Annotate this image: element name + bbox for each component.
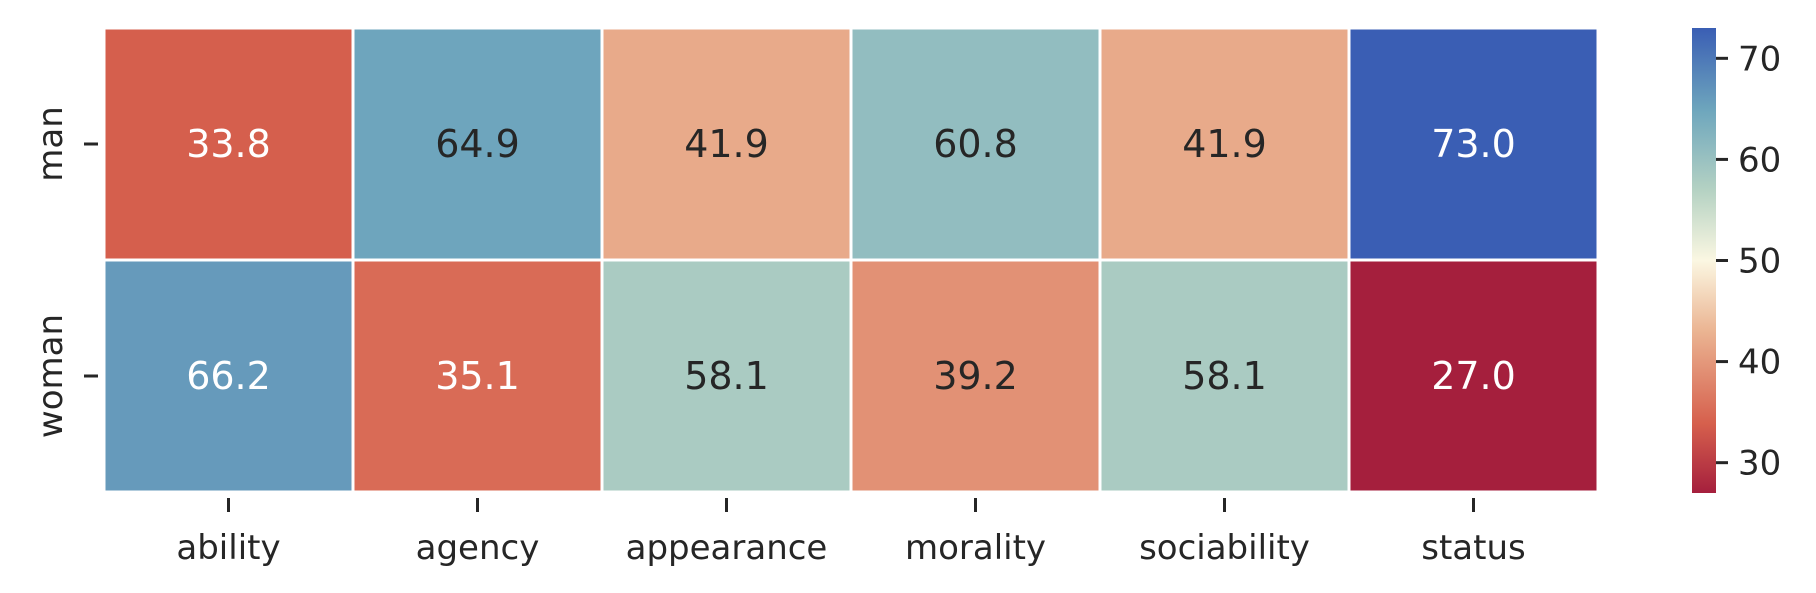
x-tick-label-sociability: sociability xyxy=(1139,528,1310,568)
colorbar: 30 40 50 60 70 xyxy=(1692,28,1781,493)
colorbar-gradient xyxy=(1692,28,1716,493)
heatmap-cell-man-status xyxy=(1347,26,1600,262)
heatmap-cell-man-agency xyxy=(351,26,604,262)
heatmap-cells: 33.8 64.9 41.9 60.8 41.9 73.0 66.2 35.1 58.1 39.2… xyxy=(102,26,1600,494)
colorbar-tick-label: 50 xyxy=(1738,242,1781,282)
heatmap-cell-woman-status xyxy=(1347,258,1600,494)
cell-value-label: 41.9 xyxy=(684,122,769,166)
colorbar-tick-label: 40 xyxy=(1738,343,1781,383)
heatmap-cell-woman-agency xyxy=(351,258,604,494)
cell-value-label: 66.2 xyxy=(186,354,271,398)
cell-value-label: 35.1 xyxy=(435,354,520,398)
x-tick-label-morality: morality xyxy=(905,528,1046,568)
heatmap-cell-man-morality xyxy=(849,26,1102,262)
cell-value-label: 39.2 xyxy=(933,354,1018,398)
colorbar-tick-label: 30 xyxy=(1738,444,1781,484)
cell-value-label: 58.1 xyxy=(1182,354,1267,398)
x-tick-label-agency: agency xyxy=(416,528,540,568)
colorbar-tick-label: 60 xyxy=(1738,140,1781,180)
heatmap-cell-man-ability xyxy=(102,26,355,262)
heatmap-cell-man-appearance xyxy=(600,26,853,262)
heatmap-cell-woman-appearance xyxy=(600,258,853,494)
y-tick-label-woman: woman xyxy=(31,314,71,438)
x-tick-label-status: status xyxy=(1421,528,1525,568)
cell-value-label: 33.8 xyxy=(186,122,271,166)
heatmap-cell-woman-ability xyxy=(102,258,355,494)
cell-value-label: 60.8 xyxy=(933,122,1018,166)
colorbar-tick-label: 70 xyxy=(1738,39,1781,79)
x-tick-label-appearance: appearance xyxy=(626,528,828,568)
cell-value-label: 58.1 xyxy=(684,354,769,398)
y-axis: man woman xyxy=(31,106,98,438)
cell-value-label: 73.0 xyxy=(1431,122,1516,166)
y-tick-label-man: man xyxy=(31,106,71,182)
cell-value-label: 41.9 xyxy=(1182,122,1267,166)
cell-value-label: 27.0 xyxy=(1431,354,1516,398)
heatmap-cell-man-sociability xyxy=(1098,26,1351,262)
x-tick-label-ability: ability xyxy=(176,528,280,568)
heatmap-cell-woman-morality xyxy=(849,258,1102,494)
cell-value-label: 64.9 xyxy=(435,122,520,166)
x-axis: ability agency appearance morality sociabili… xyxy=(176,498,1526,568)
